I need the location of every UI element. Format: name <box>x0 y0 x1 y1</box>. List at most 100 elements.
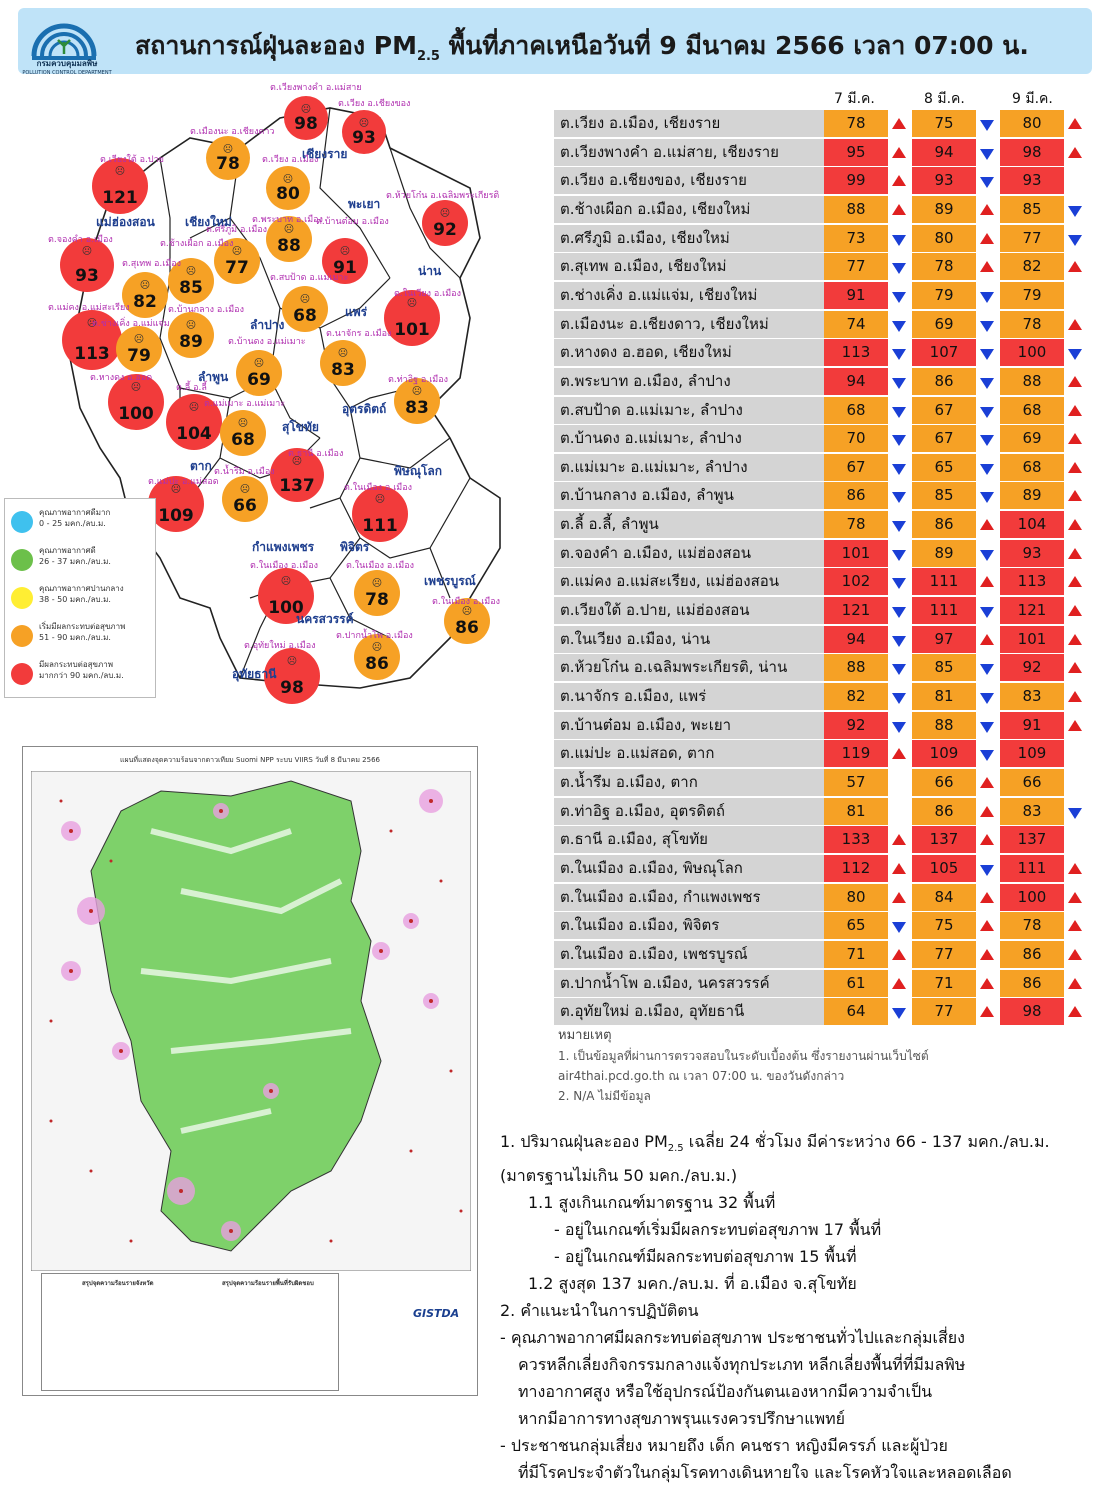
station-label: ต.เวียงพางคำ อ.แม่สาย <box>270 83 362 93</box>
pm25-value-cell: 121 <box>1000 597 1064 625</box>
pm25-value-cell: 109 <box>912 740 976 768</box>
arrow-down-icon <box>892 578 906 590</box>
province-label: เชียงราย <box>302 147 348 161</box>
station-name-cell: ต.สุเทพ อ.เมือง, เชียงใหม่ <box>554 253 824 281</box>
logo-text: กรมควบคุมมลพิษ POLLUTION CONTROL DEPARTM… <box>22 59 112 76</box>
pm25-value-cell: 94 <box>912 138 976 166</box>
station-label: ต.เวียง อ.เชียงของ <box>338 99 411 109</box>
province-label: นครสวรรค์ <box>296 612 354 626</box>
station-value: 93 <box>75 266 99 286</box>
pm25-value-cell: 61 <box>824 969 888 997</box>
pm25-value-cell: 92 <box>824 711 888 739</box>
pm25-value-cell: 65 <box>824 912 888 940</box>
pm25-value-cell: 70 <box>824 425 888 453</box>
station-name-cell: ต.ในเวียง อ.เมือง, น่าน <box>554 625 824 653</box>
legend-item: มีผลกระทบต่อสุขภาพ มากกว่า 90 มคก./ลบ.ม. <box>11 659 151 689</box>
pm25-value-cell: 86 <box>912 797 976 825</box>
arrow-down-icon <box>980 435 994 447</box>
arrow-down-icon <box>1068 807 1082 819</box>
pm25-value-cell: 68 <box>1000 453 1064 481</box>
province-label: พิจิตร <box>340 540 370 554</box>
station-bubble: ☹ 109 <box>148 476 204 532</box>
station-value: 101 <box>394 320 430 340</box>
summary-line: - อยู่ในเกณฑ์เริ่มมีผลกระทบต่อสุขภาพ 17 … <box>554 1220 882 1240</box>
pm25-value-cell: 86 <box>912 367 976 395</box>
sad-face-icon: ☹ <box>337 348 349 359</box>
station-value: 80 <box>276 184 300 204</box>
station-value: 100 <box>118 404 154 424</box>
station-label: ต.ในเมือง อ.เมือง <box>344 483 412 493</box>
pm25-value-cell: 73 <box>824 224 888 252</box>
pm25-value-cell: 65 <box>912 453 976 481</box>
arrow-up-icon <box>1068 375 1082 387</box>
station-name-cell: ต.อุทัยใหม่ อ.เมือง, อุทัยธานี <box>554 998 824 1026</box>
arrow-down-icon <box>980 177 994 189</box>
station-bubble: ☹ 104 <box>166 394 222 450</box>
arrow-down-icon <box>1068 205 1082 217</box>
station-bubble: ☹ 78 <box>206 136 250 180</box>
station-name-cell: ต.เมืองนะ อ.เชียงดาว, เชียงใหม่ <box>554 310 824 338</box>
sad-face-icon: ☹ <box>371 578 383 589</box>
station-value: 137 <box>279 476 315 496</box>
station-value: 98 <box>294 114 318 134</box>
station-bubble: ☹ 77 <box>214 238 260 284</box>
station-bubble: ☹ 82 <box>122 272 168 318</box>
legend-item: คุณภาพอากาศดีมาก 0 - 25 มคก./ลบ.ม. <box>11 507 151 537</box>
station-name-cell: ต.ในเมือง อ.เมือง, พิจิตร <box>554 912 824 940</box>
summary-line: (มาตรฐานไม่เกิน 50 มคก./ลบ.ม.) <box>500 1166 738 1186</box>
arrow-up-icon <box>980 576 994 588</box>
pcd-logo <box>31 23 97 60</box>
arrow-up-icon <box>1068 519 1082 531</box>
table-row: ต.พระบาท อ.เมือง, ลำปาง 94 86 88 <box>554 367 1084 396</box>
arrow-down-icon <box>980 120 994 131</box>
pm25-value-cell: 77 <box>912 998 976 1026</box>
arrow-down-icon <box>892 922 906 934</box>
station-label: ต.ในเมือง อ.เมือง <box>346 561 414 571</box>
station-label: ต.ห้วยโก๋น อ.เฉลิมพระเกียรติ <box>386 191 500 201</box>
pm25-value-cell: 137 <box>1000 826 1064 854</box>
pm25-value-cell: 85 <box>1000 195 1064 223</box>
pm25-value-cell: 88 <box>912 711 976 739</box>
sad-face-icon: ☹ <box>114 166 126 177</box>
pm25-value-cell: 86 <box>824 482 888 510</box>
aqi-legend: คุณภาพอากาศดีมาก 0 - 25 มคก./ลบ.ม. คุณภาพ… <box>4 498 156 698</box>
summary-line: - คุณภาพอากาศมีผลกระทบต่อสุขภาพ ประชาชนท… <box>500 1328 965 1348</box>
sad-face-icon: ☹ <box>239 484 251 495</box>
sad-face-icon: ☹ <box>139 280 151 291</box>
summary-line: 1.1 สูงเกินเกณฑ์มาตรฐาน 32 พื้นที่ <box>528 1193 776 1213</box>
table-row: ต.ในเวียง อ.เมือง, น่าน 94 97 101 <box>554 625 1084 654</box>
station-value: 88 <box>277 236 301 256</box>
station-value: 111 <box>362 516 398 536</box>
station-name-cell: ต.สบป้าด อ.แม่เมาะ, ลำปาง <box>554 396 824 424</box>
pm25-value-cell: 82 <box>1000 253 1064 281</box>
header-banner <box>18 8 1092 74</box>
pm25-value-cell: 99 <box>824 167 888 195</box>
station-label: ต.หางดง อ.ฮอด <box>90 373 153 383</box>
arrow-down-icon <box>892 549 906 561</box>
table-row: ต.เวียง อ.เมือง, เชียงราย 78 75 80 <box>554 110 1084 138</box>
legend-blue-dot <box>11 511 33 533</box>
arrow-down-icon <box>892 664 906 676</box>
arrow-up-icon <box>1068 146 1082 158</box>
station-value: 68 <box>231 430 255 450</box>
pm25-value-cell: 78 <box>824 110 888 137</box>
station-name-cell: ต.พระบาท อ.เมือง, ลำปาง <box>554 367 824 395</box>
column-header-mar7: 7 มี.ค. <box>834 91 875 107</box>
pm25-value-cell: 82 <box>824 683 888 710</box>
station-label: ต.ช่างเคิ่ง อ.แม่แจ่ม <box>92 319 170 329</box>
pm25-value-cell: 85 <box>912 654 976 682</box>
station-label: ต.ปากน้ำโพ อ.เมือง <box>336 631 413 641</box>
station-label: ต.สบป้าด อ.แม่เมาะ <box>270 273 349 283</box>
pm25-value-cell: 137 <box>912 826 976 854</box>
pm25-value-cell: 94 <box>824 625 888 653</box>
arrow-up-icon <box>1068 576 1082 588</box>
legend-red-dot <box>11 663 33 685</box>
table-row: ต.จองคำ อ.เมือง, แม่ฮ่องสอน 101 89 93 <box>554 539 1084 568</box>
sad-face-icon: ☹ <box>81 246 93 257</box>
pm25-value-cell: 102 <box>824 568 888 596</box>
station-name-cell: ต.บ้านดง อ.แม่เมาะ, ลำปาง <box>554 425 824 453</box>
station-label: ต.ธานี อ.เมือง <box>288 449 344 459</box>
province-label: กำแพงเพชร <box>252 540 315 554</box>
pm25-value-cell: 91 <box>824 281 888 309</box>
pm25-value-cell: 71 <box>912 969 976 997</box>
